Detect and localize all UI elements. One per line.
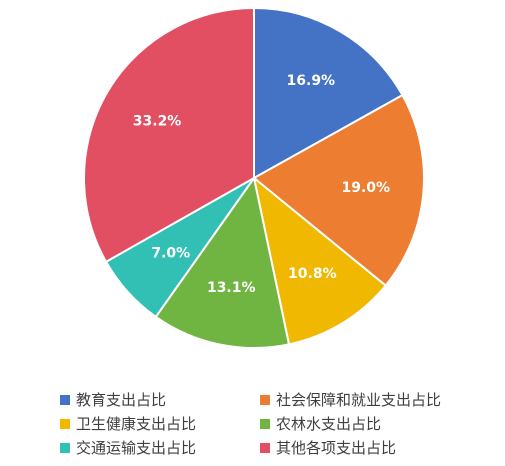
pie-data-label-1: 19.0% <box>341 180 390 196</box>
legend-swatch <box>60 395 70 405</box>
legend-label: 社会保障和就业支出占比 <box>276 389 441 410</box>
legend-item-0: 教育支出占比 <box>60 389 260 410</box>
pie-slices <box>84 8 424 348</box>
legend-label: 其他各项支出占比 <box>276 437 396 458</box>
pie-data-label-0: 16.9% <box>287 73 336 89</box>
chart-legend: 教育支出占比 社会保障和就业支出占比卫生健康支出占比 农林水支出占比交通运输支出占比… <box>60 389 500 458</box>
pie-data-label-2: 10.8% <box>288 266 337 282</box>
legend-item-1: 社会保障和就业支出占比 <box>260 389 500 410</box>
legend-label: 农林水支出占比 <box>276 413 381 434</box>
legend-label: 卫生健康支出占比 <box>76 413 196 434</box>
legend-item-3: 农林水支出占比 <box>260 413 500 434</box>
legend-swatch <box>60 419 70 429</box>
legend-item-2: 卫生健康支出占比 <box>60 413 260 434</box>
legend-swatch <box>260 395 270 405</box>
legend-label: 交通运输支出占比 <box>76 437 196 458</box>
legend-swatch <box>60 443 70 453</box>
legend-swatch <box>260 419 270 429</box>
pie-data-label-3: 13.1% <box>207 280 256 296</box>
pie-data-label-4: 7.0% <box>151 245 190 261</box>
pie-data-label-5: 33.2% <box>133 113 182 129</box>
legend-swatch <box>260 443 270 453</box>
legend-label: 教育支出占比 <box>76 389 166 410</box>
legend-item-5: 其他各项支出占比 <box>260 437 500 458</box>
legend-item-4: 交通运输支出占比 <box>60 437 260 458</box>
